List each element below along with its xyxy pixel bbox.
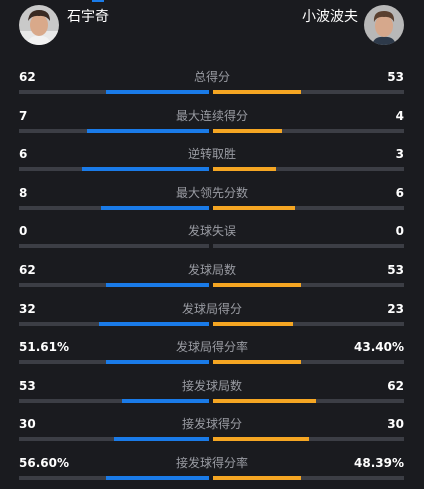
stat-row: 51.61% 发球局得分率 43.40% <box>0 334 424 373</box>
right-stat-value: 6 <box>395 185 404 200</box>
left-stat-bar-fill <box>106 475 209 480</box>
right-stat-bar-fill <box>213 90 301 94</box>
stat-label: 总得分 <box>193 70 230 84</box>
left-stat-bar-fill <box>121 398 209 403</box>
right-stat-bar-track <box>213 360 404 365</box>
left-stat-bar-fill <box>114 437 209 442</box>
right-stat-bar-track <box>213 167 404 172</box>
active-tab-indicator <box>92 0 104 2</box>
left-stat-value: 53 <box>19 378 36 393</box>
right-stat-bar-fill <box>213 360 301 365</box>
left-stat-value: 56.60% <box>19 455 69 470</box>
left-stat-value: 8 <box>19 185 28 200</box>
right-player-name[interactable]: 小波波夫 <box>302 9 358 25</box>
right-stat-bar-fill <box>213 321 294 326</box>
stat-label: 发球局得分率 <box>175 340 248 355</box>
right-stat-value: 4 <box>395 108 404 123</box>
left-stat-value: 30 <box>19 417 36 432</box>
left-stat-bar-track <box>19 90 209 94</box>
left-stat-bar-track <box>19 398 209 403</box>
right-player-avatar-icon <box>364 5 404 45</box>
right-stat-bar-fill <box>213 437 309 442</box>
stat-row: 53 接发球局数 62 <box>0 373 424 412</box>
stat-row: 32 发球局得分 23 <box>0 296 424 335</box>
left-stat-bar-track <box>19 205 209 210</box>
left-stat-bar-fill <box>106 90 209 94</box>
right-player-avatar[interactable] <box>364 5 404 45</box>
stat-row: 62 总得分 53 <box>0 64 424 103</box>
right-stat-bar-track <box>213 437 404 442</box>
left-stat-value: 7 <box>19 108 28 123</box>
right-stat-value: 43.40% <box>354 340 404 355</box>
left-stat-value: 62 <box>19 262 36 277</box>
left-player-name[interactable]: 石宇奇 <box>67 9 109 25</box>
stat-row: 0 发球失误 0 <box>0 218 424 257</box>
stats-list: 62 总得分 53 7 最大连续得分 4 6 逆转取胜 3 8 最大领先分数 6 0 发球失误 0 62 发球局… <box>0 64 424 489</box>
stat-label: 逆转取胜 <box>187 147 236 162</box>
right-stat-bar-fill <box>213 282 301 287</box>
stat-row: 56.60% 接发球得分率 48.39% <box>0 450 424 489</box>
left-stat-bar-track <box>19 475 209 480</box>
right-stat-value: 0 <box>395 224 404 239</box>
right-stat-bar-fill <box>213 128 282 133</box>
stat-label: 发球失误 <box>187 224 236 239</box>
left-stat-bar-track <box>19 128 209 133</box>
left-stat-bar-track <box>19 282 209 287</box>
right-stat-value: 48.39% <box>354 455 404 470</box>
stat-label: 接发球得分率 <box>175 455 248 470</box>
left-stat-value: 62 <box>19 70 36 84</box>
right-stat-value: 3 <box>395 147 404 162</box>
left-stat-bar-track <box>19 244 209 249</box>
stat-label: 接发球得分 <box>181 417 242 432</box>
left-stat-bar-track <box>19 167 209 172</box>
right-stat-value: 62 <box>387 378 404 393</box>
stat-label: 最大连续得分 <box>175 108 248 123</box>
right-stat-bar-track <box>213 90 404 94</box>
right-stat-bar-fill <box>213 398 317 403</box>
right-stat-bar-fill <box>213 475 301 480</box>
right-stat-value: 30 <box>387 417 404 432</box>
right-stat-value: 53 <box>387 262 404 277</box>
stat-row: 30 接发球得分 30 <box>0 411 424 450</box>
left-stat-bar-fill <box>100 205 209 210</box>
stat-label: 发球局得分 <box>181 301 242 316</box>
left-stat-value: 0 <box>19 224 28 239</box>
left-stat-value: 6 <box>19 147 28 162</box>
stat-row: 6 逆转取胜 3 <box>0 141 424 180</box>
right-stat-bar-fill <box>213 167 277 172</box>
stat-row: 62 发球局数 53 <box>0 257 424 296</box>
right-stat-bar-fill <box>213 205 296 210</box>
left-stat-bar-track <box>19 437 209 442</box>
stat-label: 发球局数 <box>187 262 236 277</box>
right-stat-bar-track <box>213 321 404 326</box>
stat-row: 8 最大领先分数 6 <box>0 180 424 219</box>
right-stat-bar-track <box>213 128 404 133</box>
left-stat-bar-track <box>19 321 209 326</box>
left-stat-value: 32 <box>19 301 36 316</box>
stat-label: 接发球局数 <box>181 378 242 393</box>
right-stat-bar-track <box>213 244 404 249</box>
right-stat-bar-track <box>213 398 404 403</box>
left-stat-bar-fill <box>106 360 209 365</box>
match-header: 石宇奇 小波波夫 <box>0 0 424 50</box>
right-stat-bar-track <box>213 475 404 480</box>
right-stat-value: 53 <box>387 70 404 84</box>
stat-label: 最大领先分数 <box>175 185 248 200</box>
stat-row: 7 最大连续得分 4 <box>0 103 424 142</box>
left-stat-bar-track <box>19 360 209 365</box>
left-stat-value: 51.61% <box>19 340 69 355</box>
right-stat-value: 23 <box>387 301 404 316</box>
left-stat-bar-fill <box>98 321 209 326</box>
left-stat-bar-fill <box>87 128 209 133</box>
left-player-avatar[interactable] <box>19 5 59 45</box>
left-stat-bar-fill <box>81 167 209 172</box>
right-stat-bar-track <box>213 282 404 287</box>
left-player-avatar-icon <box>19 5 59 45</box>
right-stat-bar-track <box>213 205 404 210</box>
left-stat-bar-fill <box>106 282 209 287</box>
